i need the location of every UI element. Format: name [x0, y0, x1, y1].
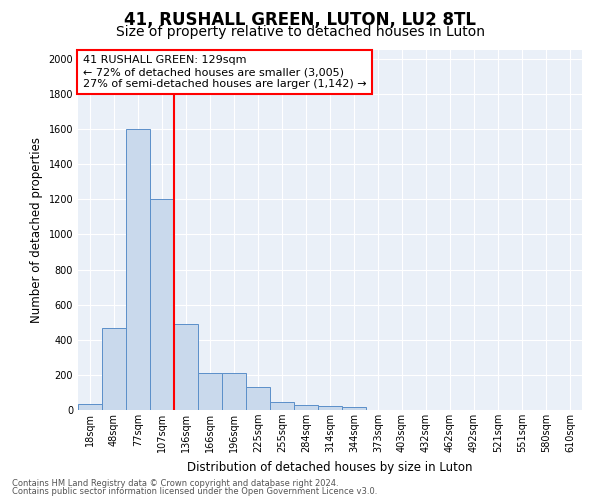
- Bar: [222, 373, 246, 410]
- Text: Contains public sector information licensed under the Open Government Licence v3: Contains public sector information licen…: [12, 487, 377, 496]
- Bar: [126, 129, 150, 410]
- Bar: [198, 373, 222, 410]
- X-axis label: Distribution of detached houses by size in Luton: Distribution of detached houses by size …: [187, 460, 473, 473]
- Bar: [294, 404, 318, 410]
- Bar: [246, 387, 270, 410]
- Bar: [270, 402, 294, 410]
- Bar: [174, 324, 198, 410]
- Bar: [342, 408, 366, 410]
- Bar: [150, 200, 174, 410]
- Text: Size of property relative to detached houses in Luton: Size of property relative to detached ho…: [115, 25, 485, 39]
- Bar: [318, 406, 342, 410]
- Y-axis label: Number of detached properties: Number of detached properties: [30, 137, 43, 323]
- Bar: [78, 404, 102, 410]
- Text: Contains HM Land Registry data © Crown copyright and database right 2024.: Contains HM Land Registry data © Crown c…: [12, 478, 338, 488]
- Text: 41, RUSHALL GREEN, LUTON, LU2 8TL: 41, RUSHALL GREEN, LUTON, LU2 8TL: [124, 12, 476, 30]
- Text: 41 RUSHALL GREEN: 129sqm
← 72% of detached houses are smaller (3,005)
27% of sem: 41 RUSHALL GREEN: 129sqm ← 72% of detach…: [83, 56, 367, 88]
- Bar: [102, 328, 126, 410]
